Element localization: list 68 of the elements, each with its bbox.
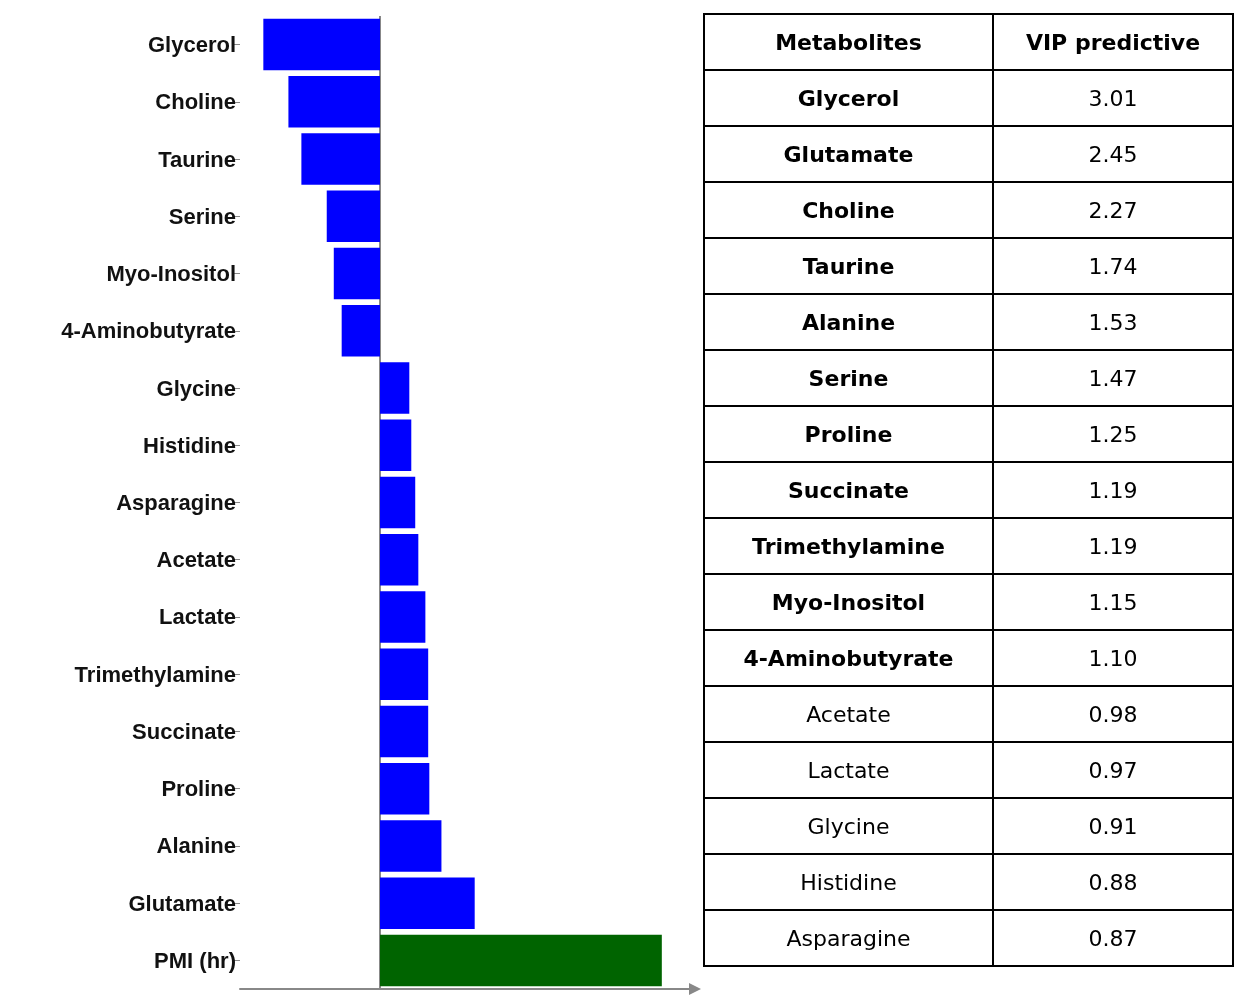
y-tick-label: Proline bbox=[161, 776, 236, 802]
bar bbox=[288, 76, 381, 128]
y-tick-label: Asparagine bbox=[116, 490, 236, 515]
data-label: 0.88 bbox=[992, 854, 1233, 910]
y-tick-label: Choline bbox=[155, 89, 236, 115]
bar bbox=[380, 591, 426, 643]
bar bbox=[380, 476, 416, 529]
data-label: 1.25 bbox=[992, 406, 1233, 462]
y-tick-label: 4-Aminobutyrate bbox=[61, 318, 236, 344]
category-label: Acetate bbox=[704, 686, 993, 742]
y-tick-label: Trimethylamine bbox=[74, 661, 236, 687]
bar bbox=[380, 705, 429, 758]
bar bbox=[380, 877, 475, 929]
category-label: Glutamate bbox=[704, 126, 993, 182]
y-tick-label: Histidine bbox=[143, 432, 236, 458]
data-label: 3.01 bbox=[992, 70, 1233, 126]
bar bbox=[380, 820, 442, 872]
bar bbox=[380, 362, 410, 414]
data-label: 0.87 bbox=[992, 910, 1233, 966]
y-tick-label: Serine bbox=[168, 203, 236, 229]
category-label: Taurine bbox=[704, 238, 993, 294]
category-label: Histidine bbox=[704, 854, 993, 910]
y-tick-label: PMI (hr) bbox=[154, 947, 236, 973]
y-tick-label: Glycerol bbox=[147, 32, 236, 58]
bar bbox=[301, 133, 381, 185]
data-label: 1.15 bbox=[992, 574, 1233, 630]
bar bbox=[341, 305, 381, 357]
category-label: Glycerol bbox=[704, 70, 993, 126]
category-label: Succinate bbox=[704, 462, 993, 518]
category-label: Choline bbox=[704, 182, 993, 238]
y-tick-label: Succinate bbox=[132, 718, 236, 744]
data-label: 2.45 bbox=[992, 126, 1233, 182]
data-label: 1.53 bbox=[992, 294, 1233, 350]
bar bbox=[380, 648, 429, 700]
y-tick-label: Glutamate bbox=[128, 890, 236, 916]
data-label: 0.98 bbox=[992, 686, 1233, 742]
data-label: 2.27 bbox=[992, 182, 1233, 238]
bar bbox=[380, 419, 412, 472]
text: Metabolites bbox=[704, 14, 993, 70]
category-label: 4-Aminobutyrate bbox=[704, 630, 993, 686]
bar bbox=[380, 934, 662, 987]
bar bbox=[263, 18, 381, 71]
category-label: Serine bbox=[704, 350, 993, 406]
category-label: Proline bbox=[704, 406, 993, 462]
data-label: 1.10 bbox=[992, 630, 1233, 686]
bar bbox=[333, 247, 381, 300]
bar bbox=[380, 762, 430, 815]
data-label: 0.97 bbox=[992, 742, 1233, 798]
data-label: 1.19 bbox=[992, 518, 1233, 574]
data-label: 0.91 bbox=[992, 798, 1233, 854]
data-label: 1.47 bbox=[992, 350, 1233, 406]
y-tick-label: Glycine bbox=[156, 375, 236, 401]
category-label: Asparagine bbox=[704, 910, 993, 966]
y-tick-label: Taurine bbox=[158, 146, 236, 172]
data-label: 1.19 bbox=[992, 462, 1233, 518]
category-label: Myo-Inositol bbox=[704, 574, 993, 630]
y-tick-label: Myo-Inositol bbox=[106, 261, 236, 287]
bar bbox=[380, 533, 419, 586]
bar bbox=[326, 190, 381, 243]
category-label: Lactate bbox=[704, 742, 993, 798]
y-tick-label: Acetate bbox=[156, 547, 236, 573]
y-tick-label: Alanine bbox=[156, 833, 236, 859]
y-tick-label: Lactate bbox=[158, 604, 236, 630]
data-label: 1.74 bbox=[992, 238, 1233, 294]
text: VIP predictive bbox=[992, 14, 1233, 70]
category-label: Alanine bbox=[704, 294, 993, 350]
category-label: Glycine bbox=[704, 798, 993, 854]
category-label: Trimethylamine bbox=[704, 518, 993, 574]
